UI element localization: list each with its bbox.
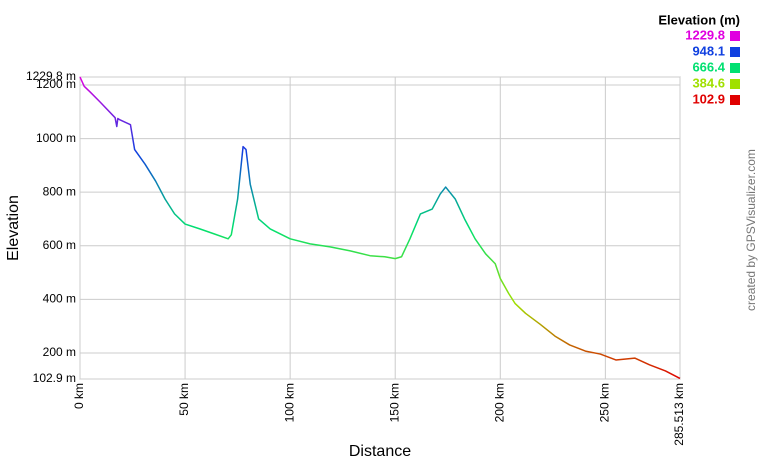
x-tick-label: 0 km <box>72 383 86 409</box>
y-tick-label: 1229.8 m <box>26 69 76 83</box>
x-tick-label: 150 km <box>387 383 401 422</box>
y-tick-label: 1000 m <box>36 131 76 145</box>
legend-title: Elevation (m) <box>658 12 740 27</box>
legend-label: 666.4 <box>692 59 725 74</box>
legend-swatch <box>730 63 740 73</box>
y-tick-label: 800 m <box>43 184 76 198</box>
legend-label: 384.6 <box>692 75 725 90</box>
y-tick-label: 400 m <box>43 292 76 306</box>
x-tick-label: 200 km <box>492 383 506 422</box>
y-tick-label: 1200 m <box>36 77 76 91</box>
y-tick-label: 200 m <box>43 345 76 359</box>
x-tick-label: 285.513 km <box>672 383 686 446</box>
legend-swatch <box>730 79 740 89</box>
legend-label: 1229.8 <box>685 27 725 42</box>
x-axis-title: Distance <box>349 443 411 460</box>
legend-swatch <box>730 47 740 57</box>
legend-label: 102.9 <box>692 91 725 106</box>
x-tick-label: 50 km <box>177 383 191 416</box>
y-tick-label: 102.9 m <box>33 371 76 385</box>
legend-swatch <box>730 31 740 41</box>
y-axis-title: Elevation <box>5 195 22 261</box>
x-tick-label: 250 km <box>598 383 612 422</box>
elevation-line <box>79 76 681 380</box>
y-tick-label: 600 m <box>43 238 76 252</box>
credit: created by GPSVisualizer.com <box>744 149 758 311</box>
plot-frame <box>79 76 681 380</box>
x-tick-label: 100 km <box>282 383 296 422</box>
legend-label: 948.1 <box>692 43 725 58</box>
legend-swatch <box>730 95 740 105</box>
